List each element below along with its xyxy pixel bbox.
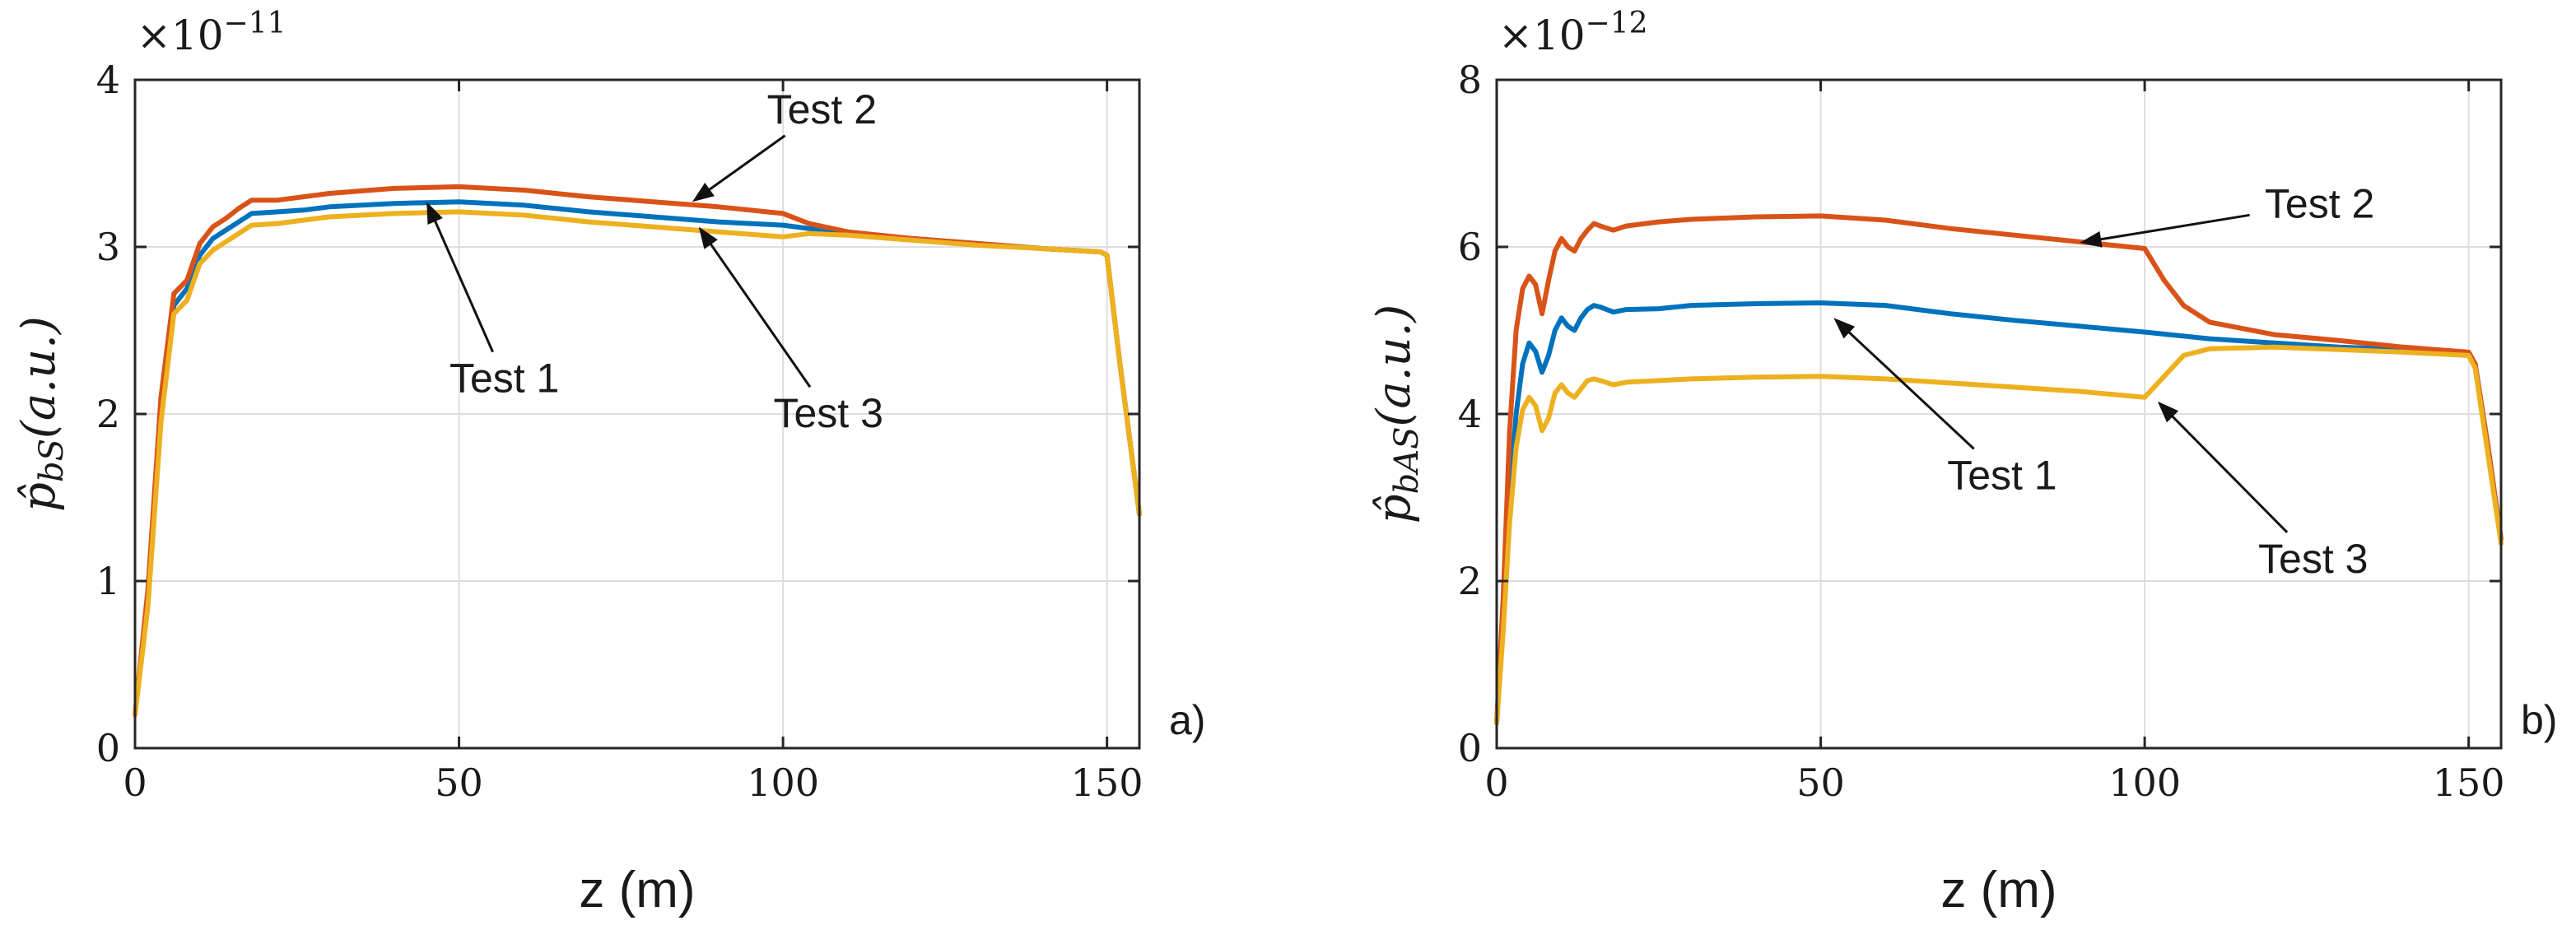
panel-a-y-axis-label: p̂bS(a.u.) <box>12 316 71 512</box>
panel-a-x-tick-label-3: 150 <box>1071 760 1144 805</box>
panel-a-series <box>133 184 1142 718</box>
panel-b-annotation-arrow-0 <box>2094 213 2250 242</box>
panel-b-annotation-arrow-2 <box>2167 411 2289 533</box>
panel-b-series <box>1494 213 2504 726</box>
panel-b: 0 50 100 150 0 2 4 6 8 Test 2 Test 1 Test 3 ×10−12… <box>1367 7 2557 918</box>
panel-b-x-tick-label-3: 150 <box>2433 760 2505 805</box>
panel-a-ticks: 0 50 100 150 0 1 2 3 4 <box>96 58 1144 805</box>
panel-b-x-tick-label-0: 0 <box>1484 760 1508 805</box>
panel-b-y-tick-label-0: 0 <box>1458 726 1482 770</box>
panel-b-annotations: Test 2 Test 1 Test 3 <box>1833 180 2374 582</box>
panel-a-y-tick-label-2: 2 <box>96 392 120 436</box>
panel-a-annotation-arrowhead-1 <box>426 202 443 226</box>
panel-a-annotation-arrow-2 <box>706 238 812 388</box>
panel-b-y-axis-label: p̂bAS(a.u.) <box>1367 305 1426 524</box>
panel-a-y-tick-label-3: 3 <box>96 225 120 269</box>
panel-b-x-tick-label-2: 100 <box>2108 760 2181 805</box>
panel-b-line-test-2 <box>1494 213 2504 726</box>
panel-a: 0 50 100 150 0 1 2 3 4 Test 2 Test 1 Test 3 ×10−11… <box>12 7 1205 918</box>
panel-b-label: b) <box>2521 697 2557 743</box>
panel-b-y-tick-label-2: 4 <box>1458 392 1482 436</box>
panel-a-x-axis-label: z (m) <box>579 862 695 918</box>
panel-b-y-tick-label-1: 2 <box>1458 559 1482 603</box>
panel-a-x-tick-label-1: 50 <box>435 760 483 805</box>
panel-a-line-test-3 <box>133 209 1142 718</box>
panel-a-annotation-arrow-1 <box>431 215 494 353</box>
panel-b-annotation-arrowhead-1 <box>1833 318 1856 339</box>
panel-a-y-tick-label-0: 0 <box>96 726 120 770</box>
panel-b-annotation-2: Test 3 <box>2258 536 2368 582</box>
panel-a-y-tick-label-1: 1 <box>96 559 120 603</box>
panel-b-annotation-1: Test 1 <box>1947 452 2057 498</box>
panel-a-annotation-2: Test 3 <box>773 390 883 436</box>
panel-b-multiplier: ×10−12 <box>1498 7 1648 59</box>
panel-a-annotation-1: Test 1 <box>450 356 559 402</box>
panel-a-multiplier: ×10−11 <box>137 7 286 59</box>
panel-a-x-tick-label-0: 0 <box>123 760 147 805</box>
panel-b-annotation-arrowhead-2 <box>2157 401 2179 423</box>
panel-b-line-test-3 <box>1494 344 2504 726</box>
panel-b-annotation-arrow-1 <box>1843 327 1975 450</box>
panel-a-x-tick-label-2: 100 <box>747 760 819 805</box>
panel-a-y-tick-label-4: 4 <box>96 58 120 102</box>
panel-b-y-tick-label-4: 8 <box>1458 58 1482 102</box>
panel-a-annotation-arrow-0 <box>703 134 786 194</box>
panel-b-ticks: 0 50 100 150 0 2 4 6 8 <box>1458 58 2505 805</box>
panel-b-y-tick-label-3: 6 <box>1458 225 1482 269</box>
panel-b-annotation-0: Test 2 <box>2265 180 2374 226</box>
panel-b-x-axis-label: z (m) <box>1940 862 2057 918</box>
panel-b-x-tick-label-1: 50 <box>1796 760 1845 805</box>
panel-a-label: a) <box>1169 697 1205 743</box>
panel-b-line-test-1 <box>1494 300 2504 726</box>
panel-a-annotation-arrowhead-0 <box>692 182 715 202</box>
panel-a-annotation-arrowhead-2 <box>698 226 718 249</box>
panel-a-annotations: Test 2 Test 1 Test 3 <box>426 86 883 436</box>
panel-b-annotation-arrowhead-0 <box>2080 230 2103 248</box>
panel-a-annotation-0: Test 2 <box>767 86 877 133</box>
